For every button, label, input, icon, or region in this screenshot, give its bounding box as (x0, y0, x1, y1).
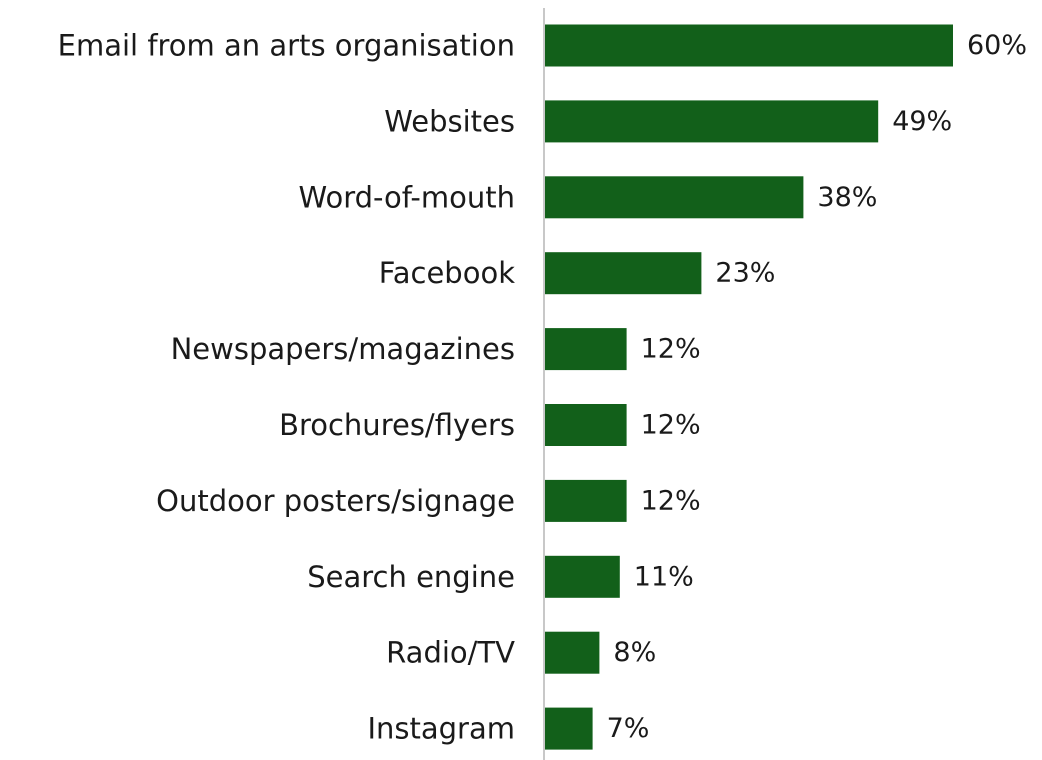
value-label-2: 49% (892, 106, 952, 137)
value-label-6: 12% (641, 410, 701, 441)
category-label-10: Instagram (367, 712, 515, 746)
bar-2 (545, 100, 879, 143)
value-label-8: 11% (634, 561, 694, 592)
value-label-1: 60% (967, 30, 1027, 61)
bar-7 (545, 479, 627, 522)
category-label-9: Radio/TV (386, 636, 515, 670)
value-label-10: 7% (607, 713, 650, 744)
bar-3 (545, 176, 804, 219)
value-labels-group: 60% 49% 38% 23% 12% 12% 12% 11% 8% 7% (607, 30, 1027, 744)
bar-9 (545, 631, 600, 674)
category-label-5: Newspapers/magazines (171, 332, 515, 366)
category-label-2: Websites (384, 104, 515, 138)
bar-6 (545, 404, 627, 446)
bars-group (545, 24, 953, 750)
value-label-5: 12% (641, 334, 701, 365)
value-label-7: 12% (641, 485, 701, 516)
category-label-7: Outdoor posters/signage (156, 484, 515, 518)
value-label-3: 38% (817, 182, 877, 213)
category-label-4: Facebook (379, 256, 515, 290)
bar-5 (545, 328, 627, 371)
value-label-9: 8% (613, 637, 656, 668)
bar-4 (545, 252, 702, 295)
category-label-1: Email from an arts organisation (58, 29, 515, 63)
bar-8 (545, 555, 620, 598)
value-label-4: 23% (715, 258, 775, 289)
category-label-3: Word-of-mouth (299, 180, 516, 214)
bar-10 (545, 707, 593, 750)
category-labels-group: Email from an arts organisation Websites W… (58, 29, 516, 746)
category-label-6: Brochures/flyers (279, 408, 515, 442)
bar-1 (545, 24, 953, 67)
category-label-8: Search engine (307, 560, 515, 594)
